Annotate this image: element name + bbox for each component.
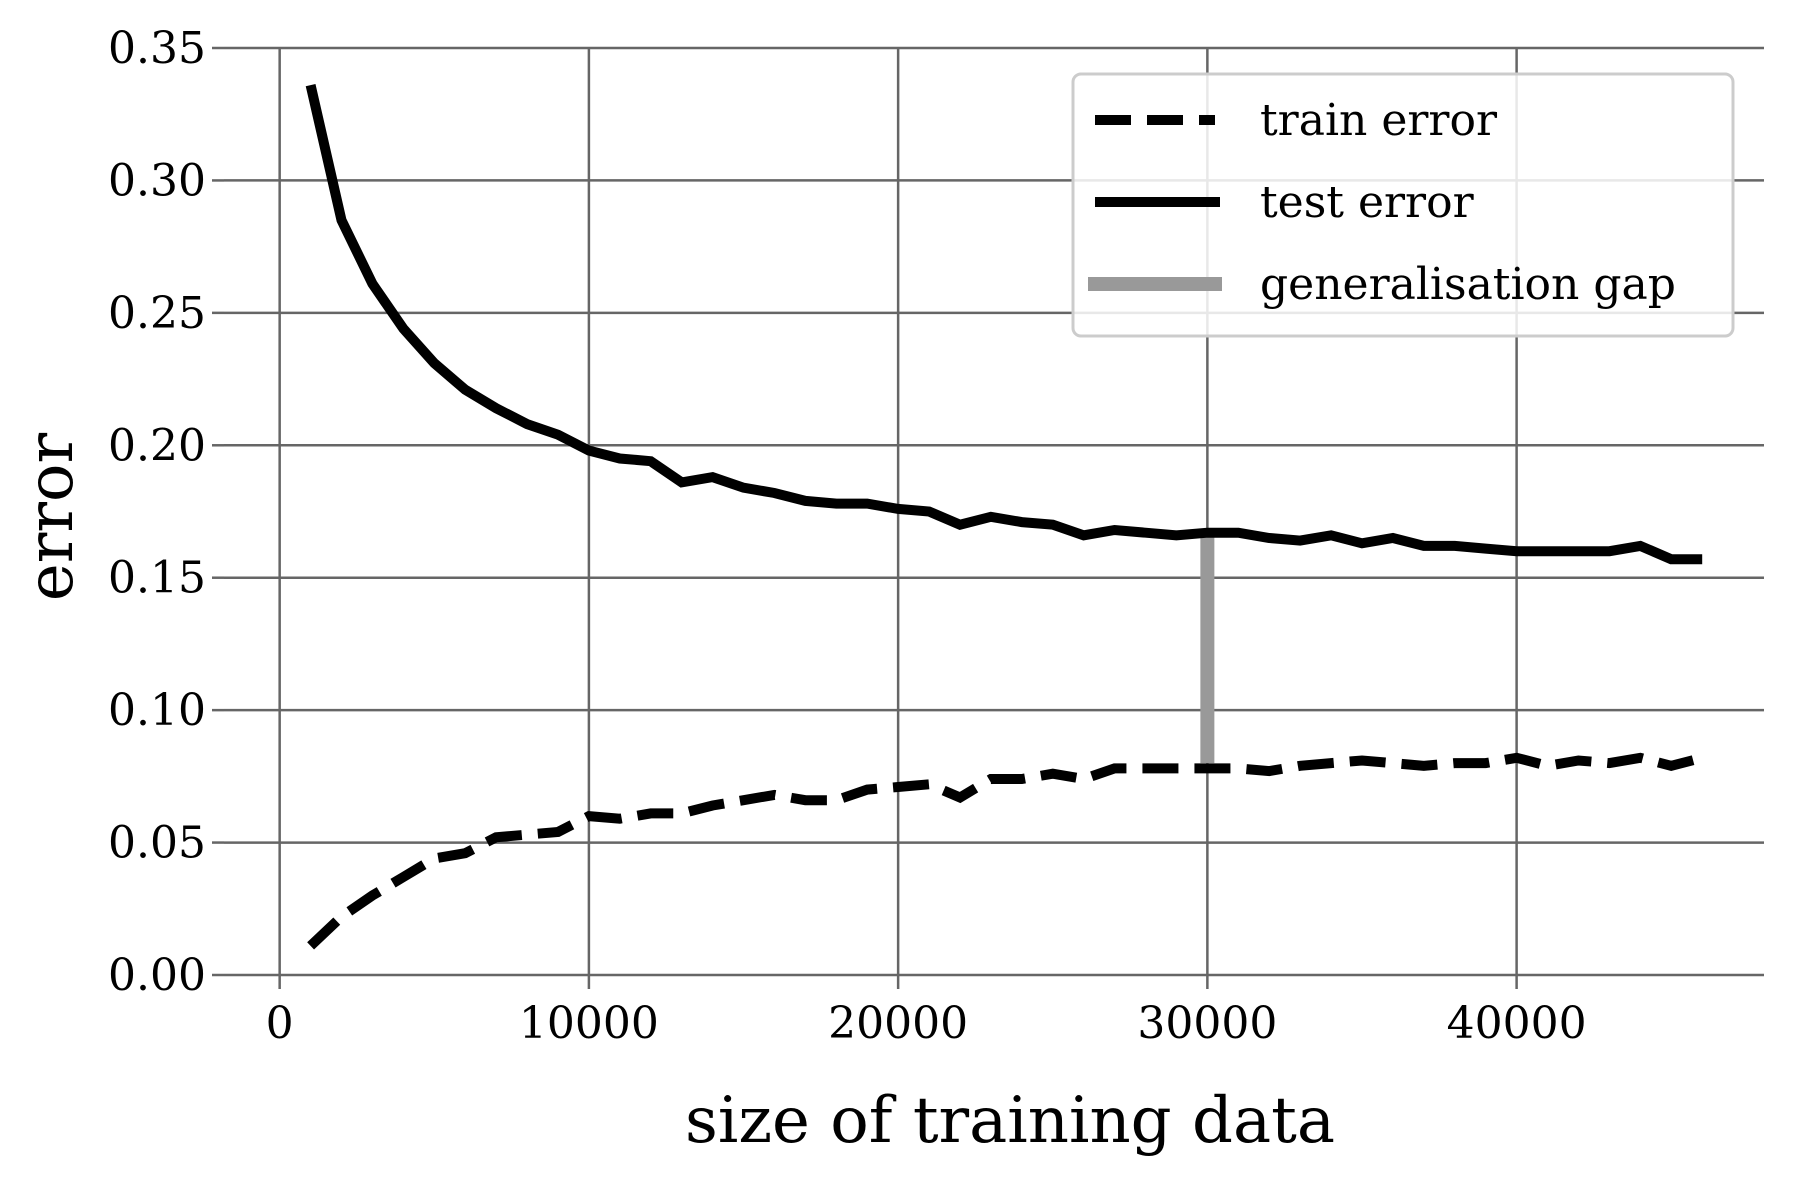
y-tick-label: 0.05 [108,818,206,869]
y-tick-label: 0.20 [108,420,206,471]
legend-label-generalisation-gap: generalisation gap [1260,259,1676,310]
legend-frame [1071,72,1735,338]
series-layer [305,83,1704,950]
test-error-line [305,83,1703,565]
y-tick-label: 0.15 [108,553,206,604]
train-error-line [307,752,1704,950]
legend-label-test-error: test error [1260,177,1475,228]
y-tick-label: 0.00 [108,950,206,1001]
x-tick-label: 30000 [1137,998,1277,1049]
y-tick-label: 0.25 [108,288,206,339]
tick-labels: 0.00 0.05 0.10 0.15 0.20 0.25 0.30 0.35 0 10000 20… [108,23,1587,1049]
x-tick-label: 20000 [828,998,968,1049]
y-tick-label: 0.30 [108,155,206,206]
x-tick-label: 40000 [1447,998,1587,1049]
x-axis-title: size of training data [685,1084,1335,1158]
y-tick-label: 0.10 [108,685,206,736]
legend: train error test error generalisation ga… [1071,72,1735,338]
y-tick-label: 0.35 [108,23,206,74]
legend-label-train-error: train error [1260,95,1498,146]
x-tick-label: 0 [266,998,294,1049]
x-tick-label: 10000 [519,998,659,1049]
y-axis-title: error [14,433,88,602]
